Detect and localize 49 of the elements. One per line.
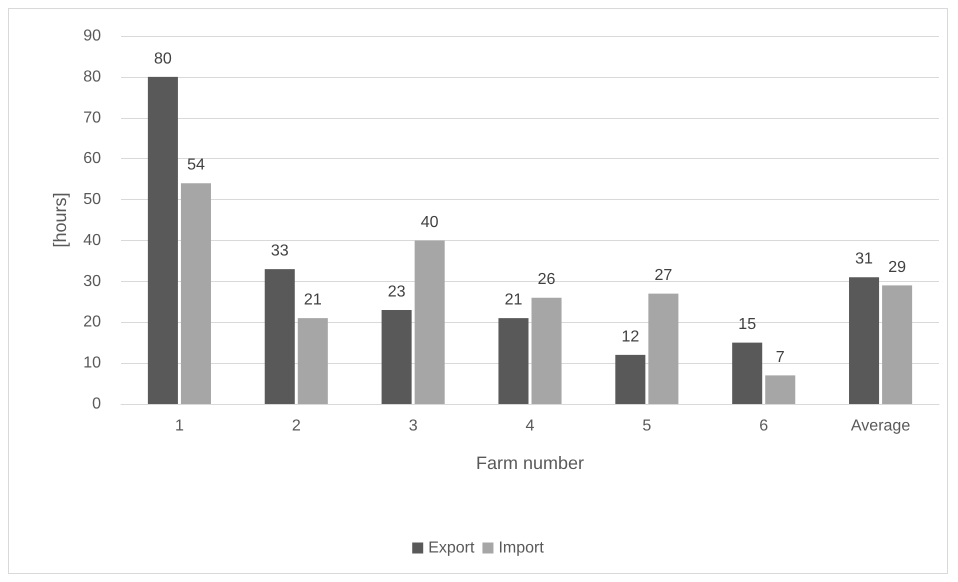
bar (148, 76, 178, 404)
x-tick-label: 1 (174, 418, 184, 434)
y-tick-label: 80 (83, 68, 102, 86)
bar (298, 318, 328, 404)
bar (882, 285, 912, 404)
bar (382, 310, 412, 404)
y-axis-title: [hours] (50, 192, 70, 248)
x-tick-label: 3 (408, 418, 418, 434)
bar (180, 183, 211, 404)
bar (849, 277, 880, 404)
y-tick-label: 0 (92, 396, 102, 412)
bar (498, 318, 528, 404)
bar (648, 294, 678, 404)
data-label: 23 (388, 283, 406, 300)
y-tick-label: 30 (83, 272, 102, 290)
data-label: 33 (270, 242, 289, 260)
y-tick-label: 60 (83, 150, 102, 168)
data-label: 54 (187, 156, 205, 174)
bar (615, 354, 646, 404)
x-tick-label: 2 (292, 418, 301, 434)
y-tick-label: 90 (83, 28, 102, 44)
legend-label: Export (428, 540, 476, 556)
bar (414, 240, 445, 404)
data-label: 26 (538, 271, 556, 288)
x-tick-label: Average (850, 418, 910, 434)
data-label: 21 (304, 292, 322, 309)
x-tick-label: 6 (759, 418, 768, 434)
data-label: 21 (504, 292, 522, 309)
bar (532, 298, 562, 404)
y-tick-label: 40 (83, 232, 102, 249)
bar (732, 342, 762, 404)
data-label: 40 (420, 214, 439, 231)
data-label: 27 (654, 267, 672, 284)
x-axis-title: Farm number (476, 453, 584, 473)
y-tick-label: 20 (83, 314, 102, 331)
x-tick-label: 5 (642, 418, 652, 434)
y-tick-label: 70 (83, 109, 102, 126)
data-label: 29 (888, 258, 906, 276)
y-tick-label: 50 (83, 191, 102, 208)
data-label: 12 (621, 328, 640, 346)
bar (264, 269, 295, 404)
data-label: 7 (776, 348, 785, 366)
data-label: 80 (154, 50, 172, 68)
x-tick-label: 4 (526, 418, 535, 434)
legend-label: Import (498, 540, 544, 556)
y-tick-label: 10 (83, 354, 102, 372)
bar (765, 375, 796, 404)
data-label: 15 (738, 316, 756, 334)
data-label: 31 (855, 250, 874, 268)
